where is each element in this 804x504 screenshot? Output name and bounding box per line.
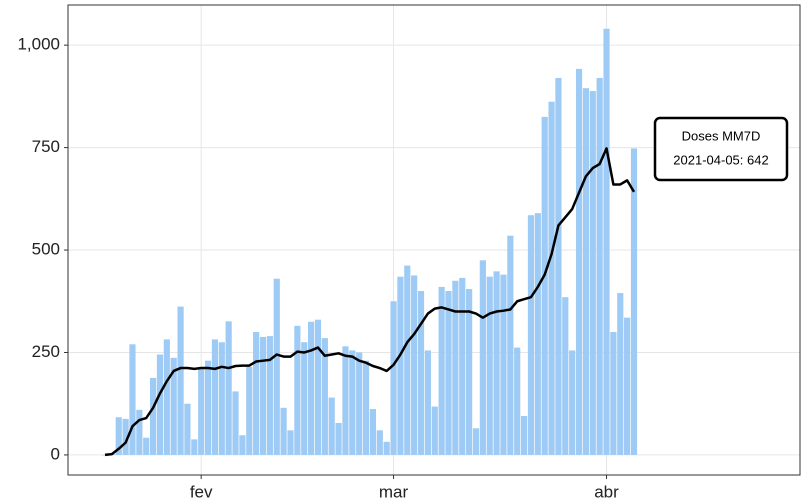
bar	[411, 275, 418, 455]
bar	[246, 366, 253, 455]
bar	[335, 422, 342, 455]
bar	[548, 101, 555, 455]
bar	[624, 317, 631, 455]
bar	[349, 350, 356, 455]
y-tick-label: 500	[32, 240, 60, 259]
bar	[397, 276, 404, 455]
bar	[156, 354, 164, 455]
bar	[143, 437, 150, 455]
bar	[211, 339, 219, 455]
bar	[500, 274, 507, 455]
y-tick-label: 750	[32, 137, 60, 156]
bar	[438, 286, 445, 455]
bar	[198, 368, 205, 455]
bar	[294, 325, 301, 455]
bar	[431, 406, 438, 455]
bar	[191, 439, 198, 455]
bar	[239, 435, 246, 455]
bar	[232, 391, 239, 455]
x-tick-label: fev	[190, 482, 213, 501]
bar	[562, 297, 569, 455]
bar	[541, 116, 548, 455]
bar	[177, 306, 184, 455]
bar	[136, 409, 143, 455]
bar	[266, 336, 273, 455]
bar	[582, 88, 590, 455]
bar	[356, 352, 363, 455]
moving-average-line	[104, 147, 636, 457]
bar	[507, 235, 514, 455]
bar	[589, 91, 596, 455]
tooltip: Doses MM7D 2021-04-05: 642	[653, 116, 789, 182]
bar	[314, 319, 322, 455]
bar	[129, 344, 136, 455]
bar	[569, 350, 576, 455]
bar	[596, 77, 603, 455]
bar	[287, 430, 294, 455]
bar	[253, 331, 260, 455]
bar	[424, 350, 431, 455]
tooltip-box	[653, 116, 789, 182]
bar	[321, 338, 328, 455]
bar	[630, 148, 638, 455]
bar	[472, 428, 480, 455]
bar	[280, 407, 287, 455]
bar	[534, 213, 541, 455]
y-tick-label: 1,000	[17, 35, 60, 54]
bar	[575, 68, 583, 455]
bar	[204, 360, 212, 455]
panel-border	[67, 4, 801, 476]
bar	[308, 321, 315, 455]
bar	[273, 278, 280, 455]
bar	[417, 291, 425, 455]
bar	[376, 430, 383, 455]
bar	[101, 454, 109, 456]
bar	[520, 415, 528, 455]
bar	[170, 357, 177, 455]
bar	[459, 277, 466, 455]
tooltip-title: Doses MM7D	[682, 128, 761, 143]
bar	[184, 403, 191, 455]
bar	[479, 260, 486, 455]
y-tick-label: 250	[32, 342, 60, 361]
bar	[115, 417, 122, 455]
bar	[259, 336, 267, 455]
bar	[342, 346, 349, 455]
bar	[369, 409, 377, 455]
bar	[301, 342, 308, 455]
bar	[493, 271, 500, 455]
x-tick-label: mar	[379, 482, 409, 501]
bar	[328, 397, 335, 455]
bar	[163, 339, 170, 455]
bar	[383, 441, 390, 455]
bar	[527, 215, 535, 455]
bar	[617, 293, 624, 455]
bar	[486, 276, 493, 455]
bar	[362, 360, 370, 455]
bar	[122, 418, 129, 455]
bar	[555, 77, 562, 455]
bar	[404, 265, 411, 455]
bar	[452, 280, 459, 455]
y-tick-label: 0	[51, 444, 60, 463]
bar	[445, 291, 452, 455]
tooltip-text: 2021-04-05: 642	[673, 152, 768, 167]
bar	[149, 377, 157, 455]
bar	[218, 342, 225, 455]
bar	[466, 288, 473, 455]
bar	[603, 28, 610, 455]
x-tick-label: abr	[594, 482, 619, 501]
bar	[514, 347, 521, 455]
bar	[610, 331, 617, 455]
bar	[225, 321, 232, 455]
bar	[390, 301, 397, 455]
